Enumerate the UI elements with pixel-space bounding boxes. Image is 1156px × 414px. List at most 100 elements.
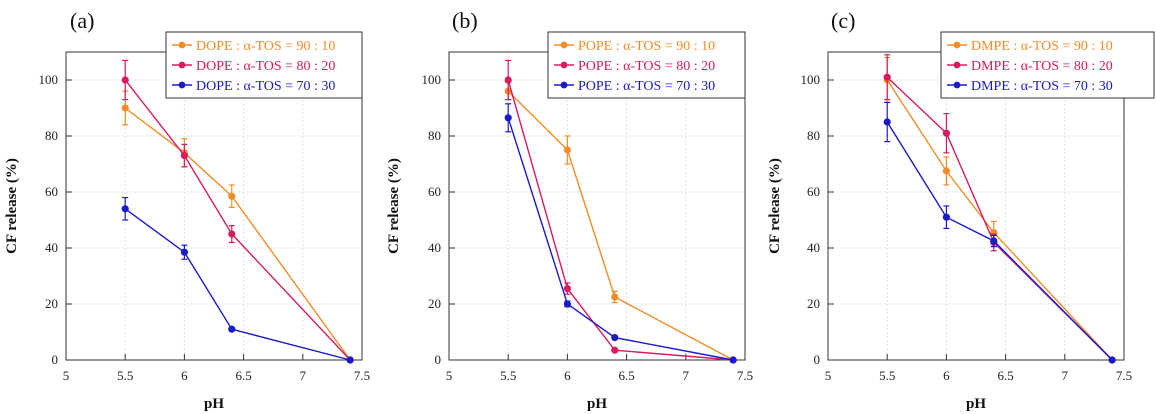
series-2 xyxy=(504,59,737,364)
x-tick-label: 7.5 xyxy=(354,368,370,383)
y-tick-label: 0 xyxy=(52,352,59,367)
data-point xyxy=(1108,356,1116,364)
data-point xyxy=(611,334,619,342)
legend-label: DMPE : α-TOS = 80 : 20 xyxy=(971,59,1113,74)
data-point xyxy=(228,230,236,238)
series-line xyxy=(124,208,351,361)
data-point xyxy=(180,248,188,256)
data-point xyxy=(180,152,188,160)
y-tick-label: 80 xyxy=(45,128,58,143)
y-tick-label: 0 xyxy=(435,352,442,367)
legend: DOPE : α-TOS = 90 : 10 DOPE : α-TOS = 80 … xyxy=(165,31,363,99)
y-tick-label: 40 xyxy=(807,240,820,255)
data-point xyxy=(121,205,129,213)
chart-panel-2: 5 5.5 6 6.5 7 7.5 0 20 40 60 80 100 pH CF release (%)… xyxy=(386,8,753,412)
series-line xyxy=(124,107,351,361)
y-axis-label: CF release (%) xyxy=(767,158,783,254)
legend: DMPE : α-TOS = 90 : 10 DMPE : α-TOS = 80 … xyxy=(940,31,1155,99)
series-line xyxy=(886,121,1113,361)
y-tick-label: 0 xyxy=(814,352,821,367)
x-tick-label: 5 xyxy=(63,368,70,383)
y-tick-label: 100 xyxy=(39,72,59,87)
legend-label: DOPE : α-TOS = 90 : 10 xyxy=(196,39,335,54)
data-point xyxy=(121,104,129,112)
y-tick-label: 100 xyxy=(422,72,442,87)
panel-label: (c) xyxy=(831,8,855,33)
y-tick-label: 100 xyxy=(801,72,821,87)
legend-marker xyxy=(560,41,568,49)
y-tick-label: 40 xyxy=(428,240,441,255)
series-2 xyxy=(883,54,1116,364)
legend-label: DMPE : α-TOS = 70 : 30 xyxy=(971,79,1113,94)
y-tick-label: 20 xyxy=(428,296,441,311)
x-tick-label: 6.5 xyxy=(235,368,251,383)
data-point xyxy=(883,73,891,81)
x-axis-label: pH xyxy=(587,396,607,412)
data-point xyxy=(563,146,572,154)
series-line xyxy=(507,117,734,361)
data-point xyxy=(883,118,891,126)
chart-panel-3: 5 5.5 6 6.5 7 7.5 0 20 40 60 80 100 pH CF release (%)… xyxy=(767,8,1155,412)
x-tick-label: 6 xyxy=(181,368,188,383)
legend-box xyxy=(547,31,746,99)
y-tick-label: 60 xyxy=(45,184,58,199)
legend-label: DMPE : α-TOS = 90 : 10 xyxy=(971,39,1113,54)
series-1 xyxy=(121,90,354,364)
x-tick-label: 6.5 xyxy=(618,368,634,383)
y-tick-label: 20 xyxy=(45,296,58,311)
data-point xyxy=(228,192,236,200)
y-tick-label: 80 xyxy=(428,128,441,143)
data-point xyxy=(504,76,512,84)
x-tick-label: 6 xyxy=(943,368,950,383)
panel-label: (a) xyxy=(70,8,94,33)
legend-box xyxy=(165,31,363,99)
legend-marker xyxy=(560,61,568,69)
data-point xyxy=(121,76,129,84)
series-3 xyxy=(883,101,1116,364)
x-tick-label: 5.5 xyxy=(879,368,895,383)
x-tick-label: 7 xyxy=(1062,368,1069,383)
series-1 xyxy=(883,56,1116,364)
series-1 xyxy=(504,82,737,364)
series-line xyxy=(507,90,734,361)
series-line xyxy=(886,79,1113,361)
chart-panel-1: 5 5.5 6 6.5 7 7.5 0 20 40 60 80 100 pH CF release (%)… xyxy=(4,8,370,412)
x-tick-label: 5 xyxy=(446,368,453,383)
x-tick-label: 7.5 xyxy=(737,368,753,383)
legend-marker xyxy=(560,81,568,89)
series-2 xyxy=(121,59,354,364)
data-point xyxy=(504,114,512,122)
y-tick-label: 60 xyxy=(807,184,820,199)
series-line xyxy=(124,79,351,361)
legend-label: POPE : α-TOS = 80 : 20 xyxy=(578,59,715,74)
x-tick-label: 7 xyxy=(300,368,307,383)
legend-label: POPE : α-TOS = 70 : 30 xyxy=(578,79,715,94)
data-point xyxy=(611,293,619,301)
data-point xyxy=(729,356,737,364)
legend: POPE : α-TOS = 90 : 10 POPE : α-TOS = 80 … xyxy=(547,31,746,99)
data-point xyxy=(942,167,951,175)
data-point xyxy=(990,237,998,245)
y-tick-label: 60 xyxy=(428,184,441,199)
legend-marker xyxy=(178,41,186,49)
legend-box xyxy=(940,31,1155,99)
y-tick-label: 40 xyxy=(45,240,58,255)
panel-label: (b) xyxy=(452,8,478,33)
y-tick-label: 20 xyxy=(807,296,820,311)
series-line xyxy=(507,79,734,361)
data-point xyxy=(611,346,619,354)
data-point xyxy=(563,300,572,308)
y-axis-label: CF release (%) xyxy=(4,158,20,254)
x-tick-label: 7 xyxy=(683,368,690,383)
series-3 xyxy=(504,103,737,364)
x-axis-label: pH xyxy=(966,396,986,412)
legend-label: DOPE : α-TOS = 80 : 20 xyxy=(196,59,335,74)
legend-marker xyxy=(953,41,961,49)
data-point xyxy=(563,285,572,293)
legend-label: POPE : α-TOS = 90 : 10 xyxy=(578,39,715,54)
x-tick-label: 6.5 xyxy=(997,368,1013,383)
y-tick-label: 80 xyxy=(807,128,820,143)
series-line xyxy=(886,76,1113,361)
legend-marker xyxy=(953,61,961,69)
